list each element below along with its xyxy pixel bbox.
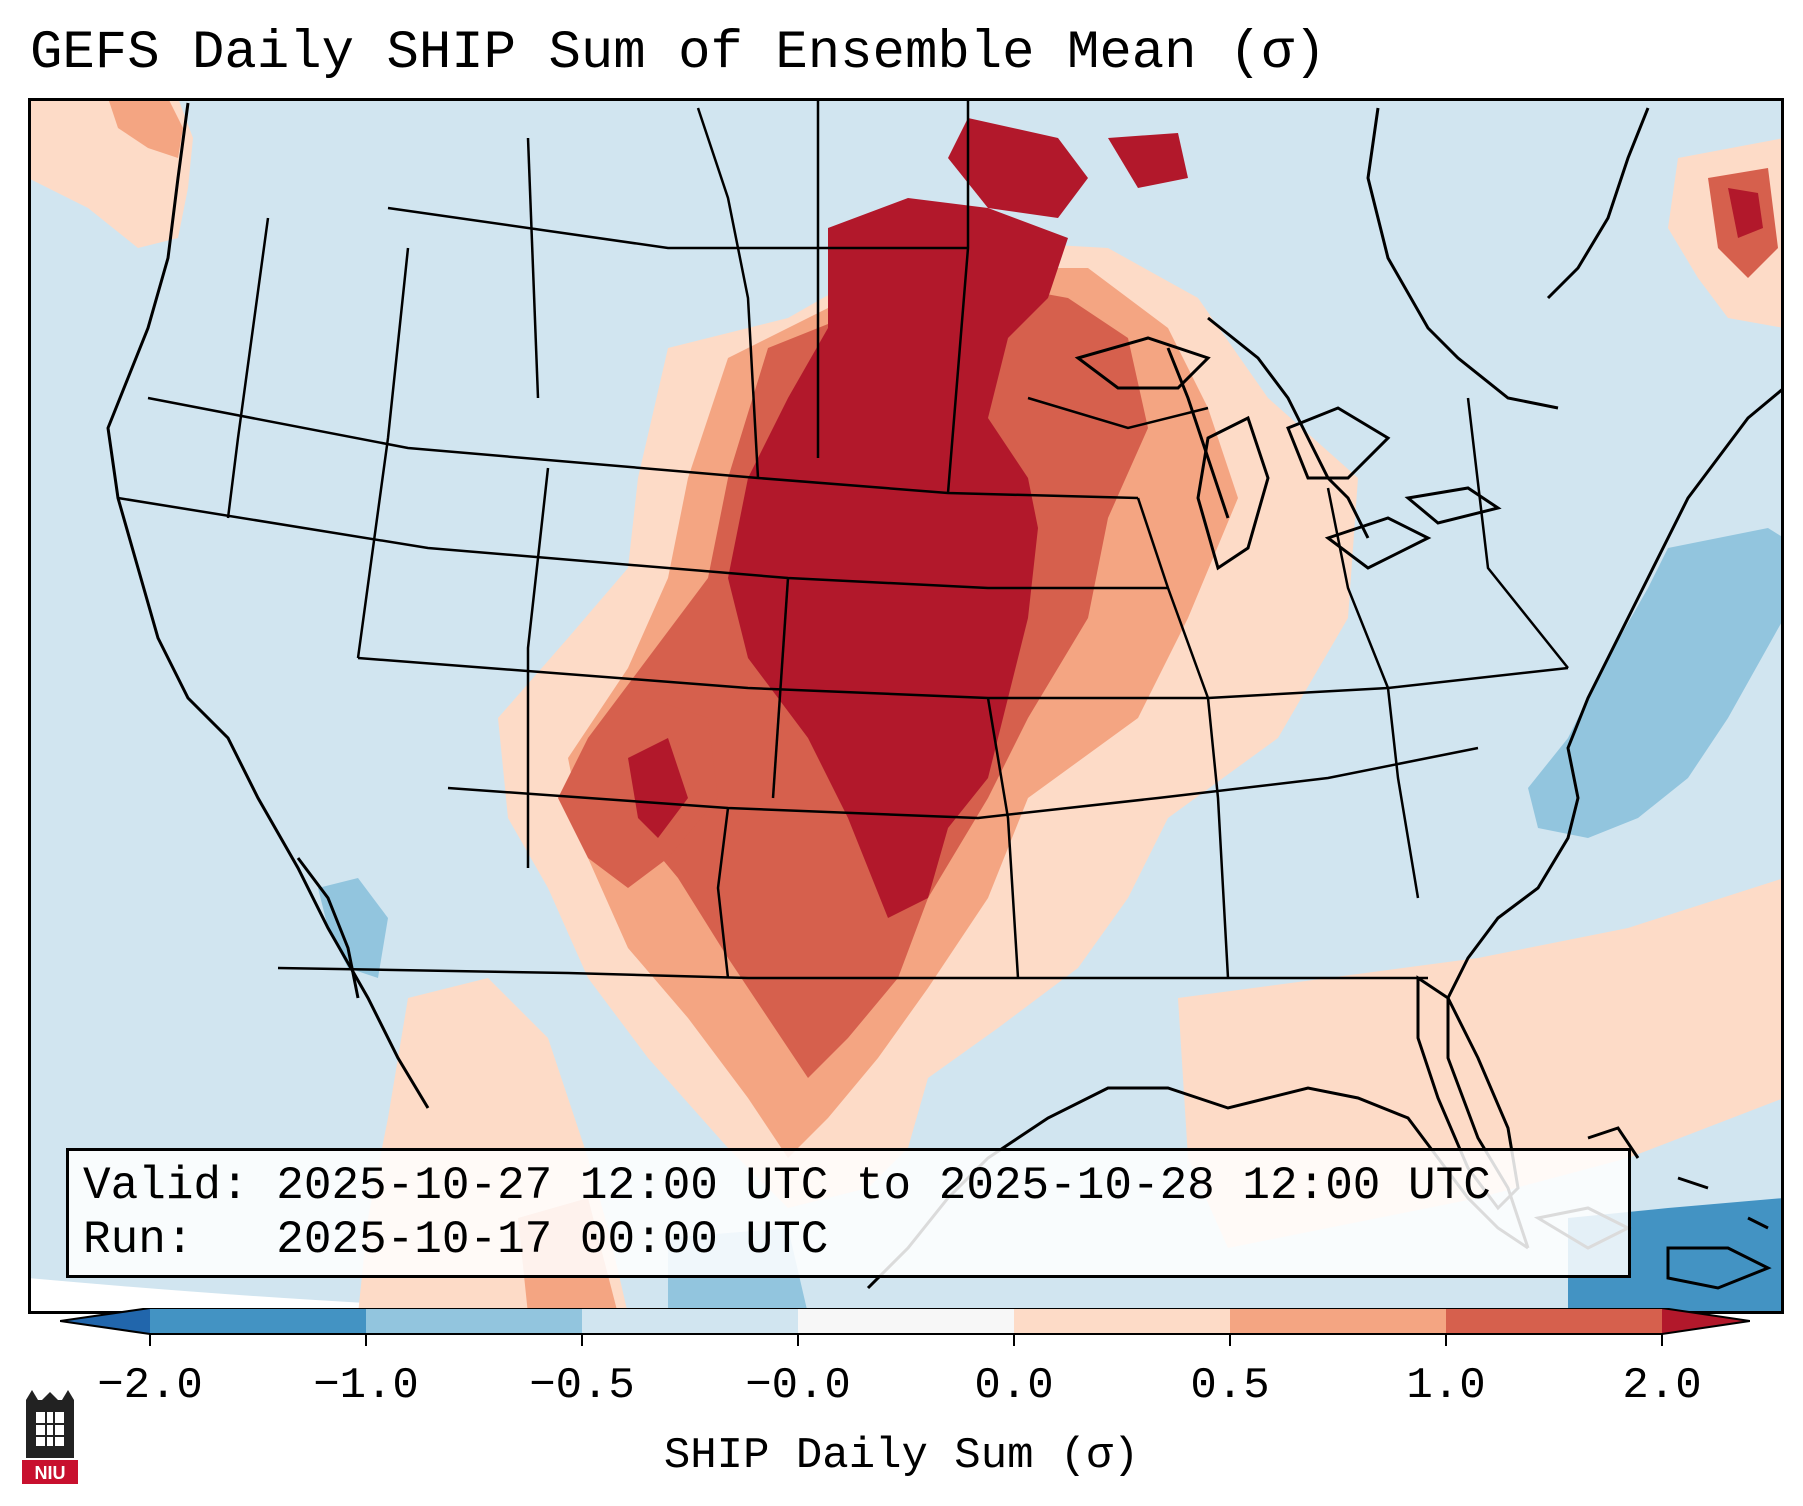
great-lakes xyxy=(1074,336,1502,571)
colorbar-bin xyxy=(1014,1308,1230,1334)
logo-text: NIU xyxy=(35,1463,66,1483)
colorbar-extend-low xyxy=(60,1308,150,1334)
info-box: Valid: 2025-10-27 12:00 UTC to 2025-10-2… xyxy=(66,1148,1631,1278)
map-panel xyxy=(28,98,1784,1314)
colorbar-bin xyxy=(1446,1308,1662,1334)
colorbar-bin xyxy=(1230,1308,1446,1334)
colorbar-tick: −2.0 xyxy=(97,1361,203,1411)
colorbar-tick: 0.5 xyxy=(1190,1361,1270,1411)
central-anomaly xyxy=(498,118,1358,1208)
colorbar-bin xyxy=(582,1308,798,1334)
colorbar-extend-high xyxy=(1662,1308,1750,1334)
colorbar-tick: −0.5 xyxy=(529,1361,635,1411)
run-time: Run: 2025-10-17 00:00 UTC xyxy=(83,1214,829,1266)
ne-anomaly xyxy=(1668,138,1784,328)
colorbar-tick: 0.0 xyxy=(974,1361,1054,1411)
colorbar-bin xyxy=(798,1308,1014,1334)
nw-anomaly xyxy=(28,98,193,248)
colorbar-tick: 1.0 xyxy=(1406,1361,1486,1411)
colorbar-tick: −0.0 xyxy=(745,1361,851,1411)
colorbar-bin xyxy=(366,1308,582,1334)
niu-logo-icon: NIU xyxy=(22,1390,78,1484)
colorbar-label: SHIP Daily Sum (σ) xyxy=(663,1431,1140,1481)
colorbar-bin xyxy=(150,1308,366,1334)
valid-time: Valid: 2025-10-27 12:00 UTC to 2025-10-2… xyxy=(83,1160,1491,1212)
colorbar-tick: 2.0 xyxy=(1622,1361,1702,1411)
colorbar xyxy=(60,1308,1750,1346)
atlantic-anomaly xyxy=(1528,528,1784,838)
state-borders xyxy=(117,98,1569,980)
page-title: GEFS Daily SHIP Sum of Ensemble Mean (σ) xyxy=(30,23,1327,84)
coastlines xyxy=(106,102,1784,1290)
projection-edge-left xyxy=(28,1278,728,1314)
baja-anomaly xyxy=(318,878,388,978)
colorbar-tick: −1.0 xyxy=(313,1361,419,1411)
